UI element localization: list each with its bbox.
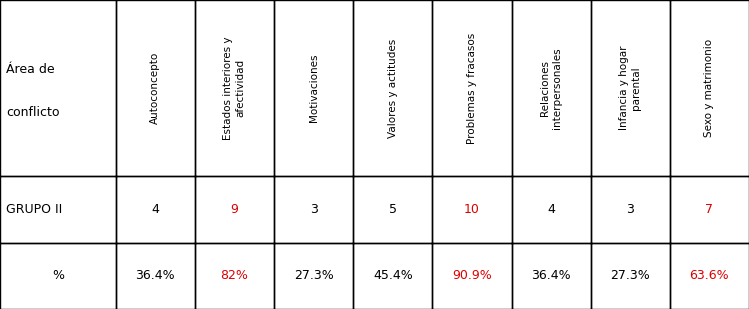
Text: Sexo y matrimonio: Sexo y matrimonio	[704, 39, 715, 137]
Text: Área de: Área de	[6, 63, 55, 76]
Text: 5: 5	[389, 203, 397, 216]
Text: Problemas y fracasos: Problemas y fracasos	[467, 32, 477, 144]
Text: Motivaciones: Motivaciones	[309, 54, 318, 122]
Text: 27.3%: 27.3%	[610, 269, 650, 282]
Text: GRUPO II: GRUPO II	[6, 203, 62, 216]
Text: 4: 4	[548, 203, 555, 216]
Text: 7: 7	[706, 203, 713, 216]
Text: 3: 3	[626, 203, 634, 216]
Text: %: %	[52, 269, 64, 282]
Text: 27.3%: 27.3%	[294, 269, 333, 282]
Text: 10: 10	[464, 203, 480, 216]
Text: 3: 3	[309, 203, 318, 216]
Text: 36.4%: 36.4%	[136, 269, 175, 282]
Text: 90.9%: 90.9%	[452, 269, 492, 282]
Text: Autoconcepto: Autoconcepto	[151, 52, 160, 124]
Text: 36.4%: 36.4%	[531, 269, 571, 282]
Text: 82%: 82%	[220, 269, 249, 282]
Text: Relaciones
interpersonales: Relaciones interpersonales	[540, 47, 562, 129]
Text: Infancia y hogar
parental: Infancia y hogar parental	[619, 46, 641, 130]
Text: 4: 4	[151, 203, 160, 216]
Text: conflicto: conflicto	[6, 106, 59, 119]
Text: 9: 9	[231, 203, 238, 216]
Text: 63.6%: 63.6%	[690, 269, 730, 282]
Text: Valores y actitudes: Valores y actitudes	[388, 38, 398, 138]
Text: Estados interiores y
afectividad: Estados interiores y afectividad	[223, 36, 246, 140]
Text: 45.4%: 45.4%	[373, 269, 413, 282]
